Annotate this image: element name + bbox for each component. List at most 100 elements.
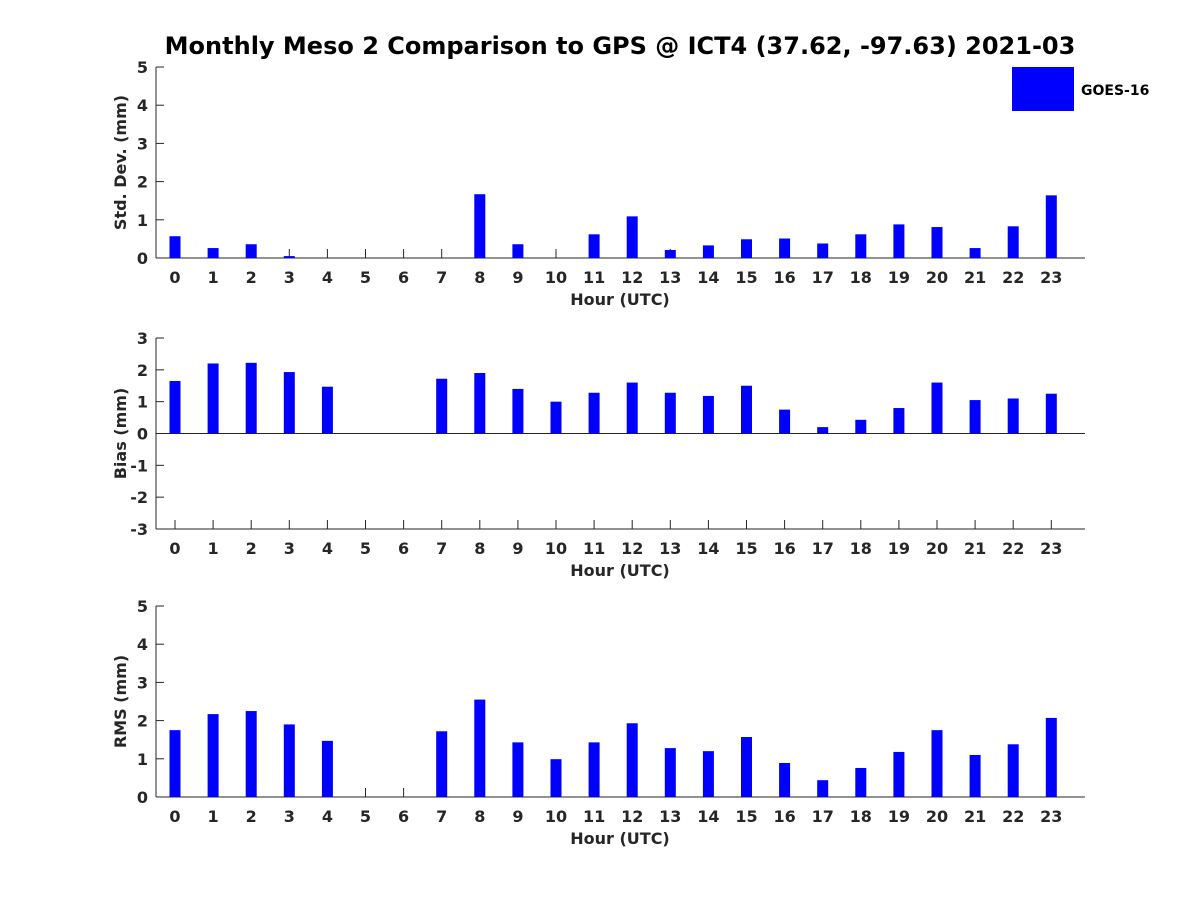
x-tick-label: 20 [926, 807, 948, 826]
bar [969, 248, 981, 258]
x-tick-label: 8 [474, 539, 485, 558]
x-tick-label: 1 [208, 268, 219, 287]
x-tick-label: 17 [812, 807, 834, 826]
bar [588, 742, 600, 797]
x-tick-label: 19 [888, 268, 910, 287]
bar [1045, 717, 1057, 797]
bar [283, 724, 295, 797]
y-tick-label: 5 [137, 597, 148, 616]
y-tick-label: 0 [137, 788, 148, 807]
bar [207, 714, 219, 797]
legend-label: GOES-16 [1081, 83, 1149, 99]
x-tick-label: 4 [322, 807, 333, 826]
y-tick-label: -3 [130, 520, 148, 539]
bar [1045, 195, 1057, 258]
bar [931, 730, 943, 797]
x-tick-label: 9 [512, 807, 523, 826]
bar [474, 373, 486, 434]
bar [474, 194, 486, 258]
x-tick-label: 16 [773, 807, 795, 826]
bar [626, 216, 638, 258]
bar [207, 248, 219, 258]
x-tick-label: 17 [812, 539, 834, 558]
y-tick-label: 2 [137, 361, 148, 380]
y-tick-label: 3 [137, 134, 148, 153]
x-tick-label: 18 [850, 807, 872, 826]
y-tick-label: 0 [137, 249, 148, 268]
x-tick-label: 6 [398, 539, 409, 558]
bar [702, 245, 714, 258]
bar [245, 362, 257, 434]
x-tick-label: 6 [398, 807, 409, 826]
x-axis-label: Hour (UTC) [570, 829, 670, 848]
bar [969, 400, 981, 434]
bar [855, 234, 867, 258]
x-tick-label: 8 [474, 268, 485, 287]
x-tick-label: 13 [659, 807, 681, 826]
x-tick-label: 18 [850, 268, 872, 287]
y-tick-label: 0 [137, 425, 148, 444]
bar [436, 378, 448, 434]
x-tick-label: 9 [512, 268, 523, 287]
bar [588, 392, 600, 434]
x-tick-label: 2 [246, 539, 257, 558]
y-tick-label: 4 [137, 96, 148, 115]
bar [893, 408, 905, 434]
y-tick-label: 4 [137, 635, 148, 654]
y-tick-label: -1 [130, 456, 148, 475]
x-tick-label: 13 [659, 539, 681, 558]
x-tick-label: 7 [436, 268, 447, 287]
x-tick-label: 21 [964, 268, 986, 287]
x-tick-label: 12 [621, 268, 643, 287]
bar [893, 224, 905, 258]
x-tick-label: 11 [583, 268, 605, 287]
y-tick-label: 5 [137, 58, 148, 77]
x-tick-label: 7 [436, 807, 447, 826]
bar [931, 227, 943, 258]
x-tick-label: 21 [964, 807, 986, 826]
x-tick-label: 3 [284, 268, 295, 287]
x-tick-label: 15 [735, 807, 757, 826]
x-tick-label: 3 [284, 807, 295, 826]
bar [664, 748, 676, 797]
x-tick-label: 14 [697, 807, 719, 826]
bar [512, 742, 524, 797]
x-tick-label: 12 [621, 807, 643, 826]
bar [1007, 398, 1019, 434]
x-tick-label: 21 [964, 539, 986, 558]
x-tick-label: 10 [545, 539, 567, 558]
x-tick-label: 8 [474, 807, 485, 826]
x-tick-label: 1 [208, 807, 219, 826]
x-tick-label: 12 [621, 539, 643, 558]
x-tick-label: 20 [926, 268, 948, 287]
bar [702, 395, 714, 434]
x-axis-label: Hour (UTC) [570, 290, 670, 309]
bar [512, 244, 524, 258]
x-tick-label: 20 [926, 539, 948, 558]
bar [779, 409, 791, 434]
x-axis-label: Hour (UTC) [570, 561, 670, 580]
bar [1045, 393, 1057, 434]
x-tick-label: 16 [773, 268, 795, 287]
x-tick-label: 3 [284, 539, 295, 558]
x-tick-label: 9 [512, 539, 523, 558]
x-tick-label: 14 [697, 539, 719, 558]
x-tick-label: 17 [812, 268, 834, 287]
bar [588, 234, 600, 258]
bar [741, 385, 752, 434]
y-tick-label: -2 [130, 488, 148, 507]
bar [283, 256, 295, 258]
bar [855, 767, 867, 797]
bar [474, 699, 486, 797]
bar [245, 711, 257, 797]
x-tick-label: 11 [583, 539, 605, 558]
x-tick-label: 0 [169, 807, 180, 826]
bar [855, 419, 867, 434]
x-tick-label: 15 [735, 539, 757, 558]
x-tick-label: 15 [735, 268, 757, 287]
bar [741, 737, 752, 797]
x-tick-label: 2 [246, 268, 257, 287]
